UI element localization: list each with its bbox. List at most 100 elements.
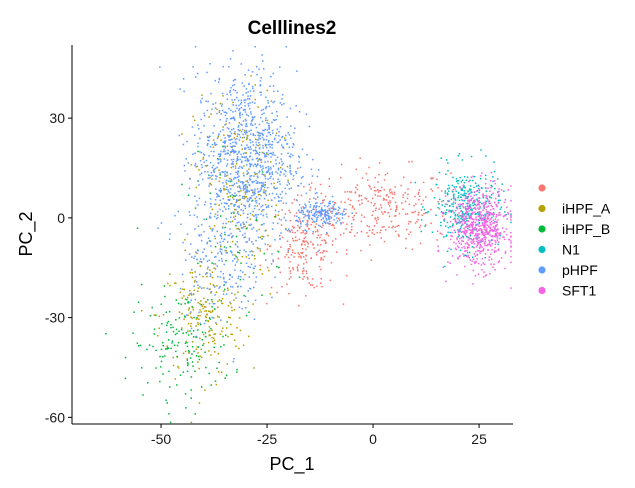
data-point: [490, 245, 492, 247]
data-point: [473, 191, 476, 193]
data-point: [217, 193, 219, 196]
data-point: [238, 139, 241, 141]
data-point: [284, 169, 286, 172]
data-point: [304, 203, 306, 205]
data-point: [445, 173, 447, 175]
data-point: [492, 236, 494, 238]
data-point: [299, 218, 301, 220]
data-point: [466, 241, 468, 244]
data-point: [306, 222, 308, 225]
data-point: [266, 171, 268, 173]
data-point: [229, 185, 231, 187]
data-point: [186, 140, 188, 143]
data-point: [216, 175, 218, 178]
data-point: [239, 136, 242, 139]
data-point: [349, 199, 352, 202]
data-point: [180, 303, 182, 305]
data-point: [485, 219, 487, 222]
data-point: [320, 219, 322, 221]
data-point: [229, 274, 231, 277]
data-point: [187, 350, 190, 352]
data-point: [227, 304, 230, 307]
data-point: [283, 173, 285, 175]
data-point: [262, 185, 264, 188]
data-point: [457, 155, 460, 157]
data-point: [494, 218, 497, 220]
data-point: [345, 228, 347, 230]
data-point: [482, 223, 484, 226]
data-point: [295, 199, 298, 201]
data-point: [220, 251, 223, 254]
data-point: [223, 185, 225, 187]
data-point: [349, 231, 352, 234]
data-point: [458, 235, 460, 237]
data-point: [453, 241, 455, 244]
data-point: [222, 95, 224, 97]
data-point: [199, 265, 201, 267]
data-point: [216, 214, 219, 216]
data-point: [440, 157, 442, 159]
data-point: [255, 152, 257, 155]
data-point: [242, 221, 244, 224]
data-point: [208, 330, 210, 333]
data-point: [132, 332, 134, 334]
data-point: [456, 222, 459, 224]
data-point: [357, 200, 360, 202]
data-point: [242, 152, 245, 155]
data-point: [335, 222, 337, 224]
data-point: [234, 254, 236, 256]
data-point: [303, 276, 305, 278]
data-point: [138, 345, 140, 347]
data-point: [317, 224, 320, 227]
data-point: [308, 125, 311, 128]
data-point: [458, 153, 461, 155]
data-point: [464, 187, 466, 189]
data-point: [380, 237, 382, 239]
data-point: [499, 214, 501, 216]
data-point: [190, 376, 193, 378]
data-point: [275, 134, 277, 137]
data-point: [231, 117, 234, 119]
data-point: [251, 200, 253, 202]
data-point: [272, 151, 274, 154]
data-point: [217, 153, 220, 155]
data-point: [257, 247, 259, 250]
data-point: [258, 137, 260, 139]
data-point: [195, 348, 198, 350]
data-point: [299, 166, 302, 169]
data-point: [452, 224, 454, 227]
data-point: [205, 218, 208, 220]
data-point: [195, 251, 197, 254]
data-point: [236, 222, 238, 224]
data-point: [489, 222, 492, 224]
data-point: [224, 150, 226, 153]
data-point: [320, 277, 322, 280]
data-point: [246, 227, 248, 229]
data-point: [466, 197, 469, 199]
data-point: [248, 83, 250, 86]
data-point: [454, 217, 456, 220]
data-point: [458, 205, 460, 208]
data-point: [245, 307, 247, 309]
data-point: [448, 205, 451, 207]
data-point: [479, 175, 482, 177]
data-point: [447, 193, 449, 195]
data-point: [230, 109, 232, 112]
data-point: [469, 206, 471, 209]
data-point: [187, 314, 189, 316]
data-point: [482, 195, 484, 198]
data-point: [186, 370, 189, 373]
data-point: [191, 268, 193, 271]
data-point: [491, 228, 493, 231]
data-point: [469, 185, 472, 187]
data-point: [298, 155, 300, 157]
data-point: [188, 351, 190, 353]
data-point: [233, 83, 236, 86]
data-point: [384, 198, 386, 201]
data-point: [137, 301, 140, 303]
data-point: [238, 186, 241, 189]
data-point: [470, 191, 473, 193]
data-point: [245, 256, 248, 258]
data-point: [152, 345, 154, 348]
data-point: [288, 209, 290, 212]
